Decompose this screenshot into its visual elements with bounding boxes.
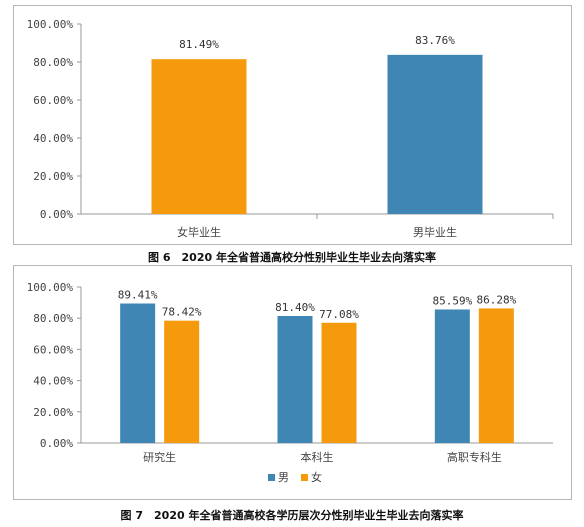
chart-gender-svg: 0.00% 20.00% 40.00% 60.00% 80.00% 100.00% 81.4… (27, 18, 554, 239)
y-tick-label: 80.00% (33, 56, 73, 69)
y-tick-label: 40.00% (33, 375, 73, 388)
y-tick-label: 40.00% (33, 132, 73, 145)
y-tick-label: 60.00% (33, 343, 73, 356)
data-label: 77.08% (319, 308, 359, 321)
category-label: 男毕业生 (413, 225, 457, 239)
legend-label: 女 (311, 470, 322, 484)
y-tick-label: 60.00% (33, 94, 73, 107)
legend-label: 男 (278, 471, 289, 484)
data-label: 81.40% (275, 301, 315, 314)
y-tick-label: 100.00% (27, 281, 74, 294)
figure7-caption: 图 7 2020 年全省普通高校各学历层次分性别毕业生毕业去向落实率 (120, 509, 464, 522)
bar-female-3 (478, 308, 514, 443)
data-label: 89.41% (118, 289, 158, 302)
bar-female-1 (164, 320, 200, 443)
data-label: 81.49% (179, 38, 219, 51)
y-tick-label: 0.00% (40, 208, 73, 221)
data-label: 78.42% (162, 306, 202, 319)
chart-level-svg: 0.00% 20.00% 40.00% 60.00% 80.00% 100.00% 89.4… (27, 281, 553, 484)
bar-male-3 (434, 309, 470, 443)
bar-male-1 (120, 303, 156, 443)
data-label: 85.59% (432, 294, 472, 307)
y-tick-label: 20.00% (33, 170, 73, 183)
legend-swatch-female (301, 474, 308, 481)
y-tick-label: 80.00% (33, 312, 73, 325)
category-label: 研究生 (143, 450, 176, 464)
legend-swatch-male (268, 474, 275, 481)
category-label: 本科生 (301, 450, 334, 464)
category-label: 高职专科生 (447, 450, 502, 464)
data-label: 86.28% (476, 293, 516, 306)
chart-gender-panel: 0.00% 20.00% 40.00% 60.00% 80.00% 100.00% 81.4… (13, 5, 572, 245)
y-tick-label: 20.00% (33, 406, 73, 419)
bar-1 (151, 59, 247, 214)
chart-level-panel: 0.00% 20.00% 40.00% 60.00% 80.00% 100.00% 89.4… (13, 265, 572, 500)
data-label: 83.76% (415, 34, 455, 47)
figure6-caption: 图 6 2020 年全省普通高校分性别毕业生毕业去向落实率 (148, 251, 436, 264)
y-tick-label: 100.00% (27, 18, 74, 31)
y-tick-label: 0.00% (40, 437, 73, 450)
bar-male-2 (277, 316, 313, 443)
category-label: 女毕业生 (177, 225, 221, 239)
bar-female-2 (321, 322, 357, 443)
bar-2 (387, 54, 483, 214)
